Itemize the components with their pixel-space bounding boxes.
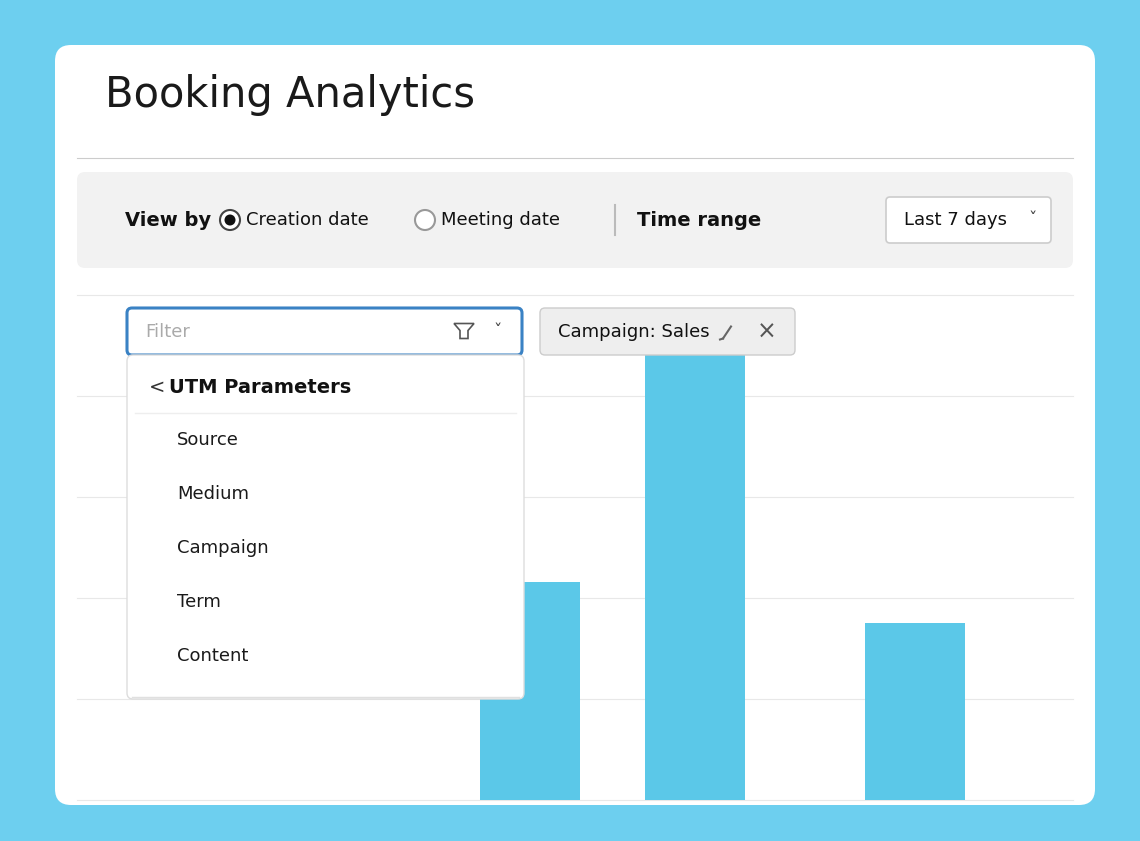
Text: Content: Content: [177, 647, 249, 665]
Text: Campaign: Campaign: [177, 539, 269, 557]
Text: Medium: Medium: [177, 485, 249, 503]
Text: ×: ×: [757, 320, 776, 343]
Text: <: <: [149, 378, 165, 396]
Text: View by: View by: [125, 210, 211, 230]
Circle shape: [415, 210, 435, 230]
Text: Booking Analytics: Booking Analytics: [105, 74, 475, 116]
FancyBboxPatch shape: [540, 308, 795, 355]
Text: Last 7 days: Last 7 days: [904, 211, 1007, 229]
Text: Term: Term: [177, 593, 221, 611]
Bar: [865, 623, 964, 800]
FancyBboxPatch shape: [78, 172, 1073, 268]
Text: Time range: Time range: [637, 210, 762, 230]
Text: ˇ: ˇ: [494, 322, 503, 341]
Text: ˇ: ˇ: [1028, 211, 1037, 229]
FancyBboxPatch shape: [127, 355, 524, 699]
Bar: [645, 336, 746, 800]
Circle shape: [225, 214, 236, 225]
Bar: [480, 582, 580, 800]
FancyBboxPatch shape: [127, 308, 522, 355]
FancyBboxPatch shape: [886, 197, 1051, 243]
Text: Filter: Filter: [145, 322, 190, 341]
Text: UTM Parameters: UTM Parameters: [169, 378, 351, 396]
Circle shape: [220, 210, 241, 230]
Text: Source: Source: [177, 431, 239, 449]
Text: Campaign: Sales: Campaign: Sales: [557, 322, 709, 341]
Text: Meeting date: Meeting date: [441, 211, 560, 229]
Text: Creation date: Creation date: [246, 211, 368, 229]
FancyBboxPatch shape: [55, 45, 1096, 805]
